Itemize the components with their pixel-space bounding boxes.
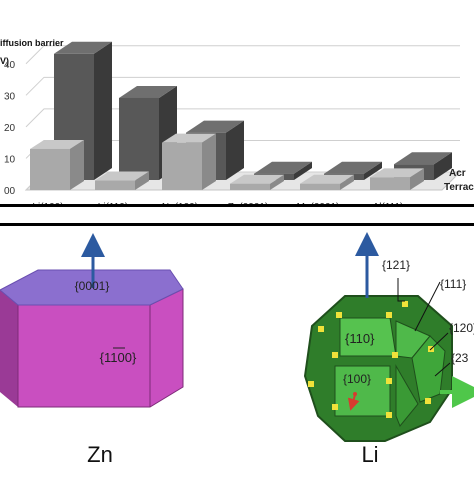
bar-terrace-top (30, 139, 84, 149)
zn-left-face (0, 290, 18, 407)
x-axis-categories: Li(100) Li(110) Na(100) Zn(0001) Mg(0001) Al(… (32, 202, 404, 213)
bar-terrace (370, 168, 424, 190)
bar-acr-side (226, 120, 244, 180)
bar-terrace-front (370, 177, 410, 190)
y-tick-label: 20 (4, 123, 16, 134)
chart-title: iffusion barrier (0, 38, 64, 48)
bar-acr-side (94, 41, 112, 181)
li-vertex (336, 312, 342, 318)
zn-label: Zn (87, 442, 113, 467)
crystal-shapes-panel: {0001} {1100} Zn (0, 223, 474, 474)
li-facet-label-100: {100} (343, 372, 371, 386)
y-axis-label: V) (0, 56, 9, 66)
li-vertex (392, 352, 398, 358)
bar-terrace-side (270, 174, 284, 190)
y-tick-label: 40 (4, 60, 16, 71)
bar-acr-side (434, 152, 452, 180)
bar-terrace-side (135, 171, 149, 190)
zn-side-face-label: {1100} (100, 350, 137, 365)
bar-acr-top (54, 41, 112, 54)
x-category-label: Li(110) (98, 202, 128, 204)
x-category-label: Mg(0001) (297, 202, 340, 204)
li-leader-120 (429, 332, 449, 351)
bar-acr-top (119, 85, 177, 98)
li-red-dot (353, 392, 357, 396)
bar-terrace (30, 139, 84, 190)
li-leader-23 (434, 362, 451, 377)
zn-crystal: {0001} {1100} Zn (0, 233, 184, 467)
bar-terrace-front (300, 183, 340, 190)
x-category-label: Al(111) (373, 202, 404, 204)
bar-terrace-front (30, 148, 70, 190)
li-facet-label-121: {121} (382, 258, 410, 272)
li-vertex (402, 301, 408, 307)
legend-terrace: Terrace (444, 182, 474, 193)
li-vertex (386, 412, 392, 418)
bar-terrace (230, 174, 284, 190)
li-facet-label-23: {23 (451, 351, 469, 365)
x-category-label: Na(100) (162, 202, 198, 204)
li-facet-label-111: {111} (440, 277, 466, 291)
y-axis-ticks: 40 30 20 10 00 (4, 60, 16, 197)
bar-terrace-top (370, 168, 424, 178)
li-vertex (332, 404, 338, 410)
bar-series (30, 41, 452, 190)
bar-terrace-side (410, 168, 424, 190)
bar-terrace-top (230, 174, 284, 184)
y-tick-label: 10 (4, 154, 16, 165)
bar-terrace (162, 133, 216, 190)
bar-terrace (300, 174, 354, 190)
bar-terrace-side (340, 174, 354, 190)
li-facet-label-120: {120} (449, 321, 474, 335)
bar-acr-top (254, 161, 312, 174)
grid-line (25, 76, 460, 96)
li-leader-121 (397, 278, 405, 302)
li-facet-label-110: {110} (345, 331, 375, 346)
li-vertex (308, 381, 314, 387)
y-tick-label: 00 (4, 186, 16, 197)
legend-acr: Acr (449, 168, 466, 179)
li-leader-111 (414, 281, 441, 332)
bar-acr-top (324, 161, 382, 174)
x-category-label: Zn(0001) (228, 202, 269, 204)
bar-acr-top (186, 120, 244, 133)
bar-terrace-top (95, 171, 149, 181)
li-vertex (332, 352, 338, 358)
bar-acr-front (119, 97, 159, 180)
zn-top-face-label: {0001} (75, 279, 110, 293)
li-crystal: {121} {111} {120} {110} {100} {23 Li (303, 232, 474, 467)
bar-terrace-top (162, 133, 216, 143)
li-vertex (386, 378, 392, 384)
bar-terrace (95, 171, 149, 190)
bar-terrace-top (300, 174, 354, 184)
legend: Acr Terrace (444, 168, 474, 193)
bar-acr-side (364, 161, 382, 180)
li-facet-120 (411, 335, 446, 403)
crystal-shapes-diagram: {0001} {1100} Zn (0, 232, 474, 467)
li-vertex (318, 326, 324, 332)
li-vertex (386, 312, 392, 318)
li-facet-lower-right (395, 364, 419, 427)
y-tick-label: 30 (4, 91, 16, 102)
grid-line (25, 108, 460, 128)
zn-side-face (17, 288, 184, 408)
li-arrow-red (347, 394, 360, 411)
bar-acr-side (294, 161, 312, 180)
bar-terrace-side (202, 133, 216, 190)
bar-terrace-front (162, 142, 202, 190)
bar-terrace-side (70, 139, 84, 190)
li-label: Li (361, 442, 378, 467)
grid-line (25, 45, 460, 65)
bar-acr-top (394, 152, 452, 165)
bar-terrace-front (230, 183, 270, 190)
bar-terrace-front (95, 180, 135, 190)
li-vertex (425, 398, 431, 404)
x-category-label: Li(100) (32, 202, 63, 204)
